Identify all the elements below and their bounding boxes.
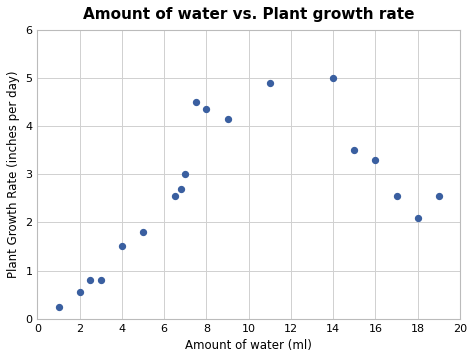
Point — [351, 148, 358, 153]
Point — [177, 186, 185, 192]
Point — [192, 99, 200, 105]
Point — [118, 244, 126, 250]
Point — [55, 304, 63, 309]
Y-axis label: Plant Growth Rate (inches per day): Plant Growth Rate (inches per day) — [7, 71, 20, 278]
Point — [414, 215, 421, 220]
Point — [182, 172, 189, 177]
Point — [435, 193, 443, 199]
Point — [76, 289, 83, 295]
X-axis label: Amount of water (ml): Amount of water (ml) — [185, 339, 312, 352]
Point — [372, 157, 379, 163]
Point — [266, 80, 273, 86]
Point — [224, 116, 231, 122]
Title: Amount of water vs. Plant growth rate: Amount of water vs. Plant growth rate — [83, 7, 414, 22]
Point — [393, 193, 401, 199]
Point — [87, 277, 94, 283]
Point — [329, 75, 337, 81]
Point — [97, 277, 105, 283]
Point — [139, 229, 147, 235]
Point — [203, 107, 210, 112]
Point — [171, 193, 179, 199]
